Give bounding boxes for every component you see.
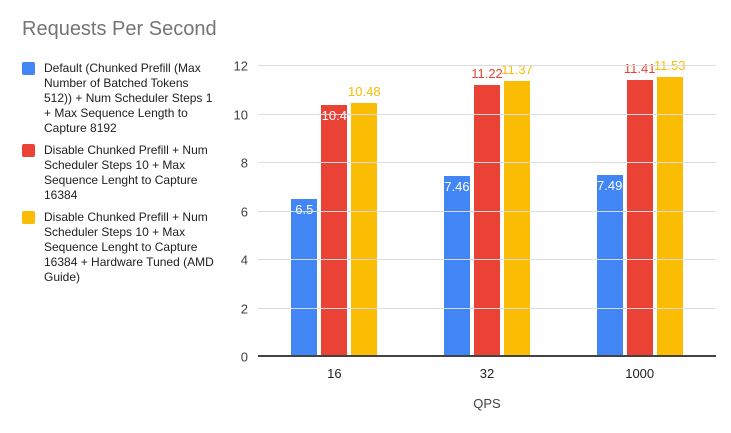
legend-swatch bbox=[22, 211, 35, 224]
x-axis-line bbox=[258, 355, 716, 357]
bar: 11.53 bbox=[654, 58, 685, 357]
legend-item: Disable Chunked Prefill + Num Scheduler … bbox=[22, 143, 214, 203]
x-axis-title: QPS bbox=[473, 396, 501, 411]
gridline bbox=[258, 307, 716, 309]
legend-swatch bbox=[22, 144, 35, 157]
bar-value-label: 6.5 bbox=[295, 202, 314, 218]
gridline bbox=[258, 113, 716, 115]
legend-item: Default (Chunked Prefill (Max Number of … bbox=[22, 61, 214, 136]
y-tick-label: 2 bbox=[240, 301, 248, 316]
y-tick-label: 8 bbox=[240, 155, 248, 171]
bar-value-label: 11.22 bbox=[471, 65, 503, 81]
bar-group: 7.49 11.4111.53 bbox=[563, 58, 716, 357]
bar: 11.41 bbox=[624, 61, 655, 357]
bar: 11.37 bbox=[501, 62, 533, 357]
bar-value-label: 10.48 bbox=[348, 83, 381, 99]
chart-title: Requests Per Second bbox=[22, 18, 217, 40]
bar: 11.22 bbox=[471, 66, 503, 357]
legend-item: Disable Chunked Prefill + Num Scheduler … bbox=[22, 210, 214, 285]
y-tick-label: 4 bbox=[240, 252, 248, 268]
legend-label: Default (Chunked Prefill (Max Number of … bbox=[44, 61, 213, 135]
bar-value-label: 11.41 bbox=[623, 61, 656, 77]
gridline bbox=[258, 259, 716, 260]
bar-group: 6.5 10.4 10.48 bbox=[258, 66, 411, 357]
y-tick-label: 6 bbox=[240, 204, 248, 219]
gridline bbox=[258, 162, 716, 163]
legend-label: Disable Chunked Prefill + Num Scheduler … bbox=[44, 210, 214, 284]
bar-value-label: 7.46 bbox=[444, 179, 470, 195]
x-tick-label: 1000 bbox=[625, 366, 655, 381]
x-tick-label: 32 bbox=[479, 366, 495, 381]
x-axis: 16 32 1000 bbox=[258, 366, 716, 381]
y-tick-label: 10 bbox=[233, 107, 248, 122]
bar: 6.5 bbox=[291, 199, 318, 357]
x-tick-label: 16 bbox=[327, 366, 342, 381]
legend: Default (Chunked Prefill (Max Number of … bbox=[22, 61, 214, 285]
legend-swatch bbox=[22, 62, 35, 75]
bar: 7.49 bbox=[596, 175, 623, 357]
y-tick-label: 12 bbox=[233, 58, 248, 74]
bar: 10.4 bbox=[321, 104, 348, 357]
y-axis: 0 2 4 6 8 10 12 bbox=[218, 60, 248, 364]
legend-label: Disable Chunked Prefill + Num Scheduler … bbox=[44, 143, 208, 202]
bar-value-label: 7.49 bbox=[597, 178, 623, 194]
bar: 7.46 bbox=[444, 176, 470, 357]
gridline bbox=[258, 210, 716, 212]
y-tick-label: 0 bbox=[240, 349, 248, 365]
bar: 10.48 bbox=[348, 84, 381, 357]
bar-value-label: 11.37 bbox=[501, 62, 533, 78]
gridline bbox=[258, 65, 716, 66]
bar-group: 7.46 11.22 11.37 bbox=[411, 62, 564, 357]
bar-value-label: 10.4 bbox=[321, 107, 347, 123]
